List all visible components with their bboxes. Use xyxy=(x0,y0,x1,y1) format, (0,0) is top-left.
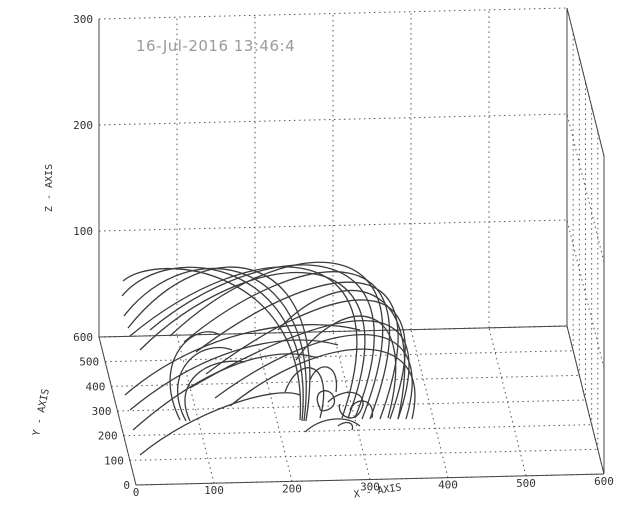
box-edge xyxy=(566,325,605,475)
z-tick-label: 300 xyxy=(73,13,93,26)
timestamp-label: 16-Jul-2016 13:46:4 xyxy=(136,37,295,55)
field-line xyxy=(132,353,319,431)
x-tick-label: 100 xyxy=(204,484,224,497)
floor-gridline xyxy=(117,399,586,412)
floor-gridline xyxy=(123,424,592,437)
y-tick-label: 600 xyxy=(73,331,93,344)
floor-gridline xyxy=(410,329,449,478)
y-axis-title: Y - AXIS xyxy=(31,388,52,437)
field-line xyxy=(122,267,301,421)
sidewall-gridline xyxy=(566,219,605,369)
x-tick-label: 200 xyxy=(282,482,302,495)
field-line xyxy=(121,266,304,422)
backwall-gridline xyxy=(98,219,568,232)
field-line xyxy=(169,331,221,421)
y-tick-label: 200 xyxy=(98,430,118,443)
field-line xyxy=(177,347,233,422)
floor-gridline xyxy=(332,331,371,480)
field-line xyxy=(189,320,410,420)
field-line xyxy=(277,289,406,420)
field-line xyxy=(295,315,397,419)
y-tick-label: 500 xyxy=(79,356,99,369)
box-edge xyxy=(566,7,605,157)
field-line xyxy=(129,266,358,419)
y-tick-label: 100 xyxy=(104,454,124,467)
floor-gridline xyxy=(105,350,574,363)
field-line xyxy=(229,348,416,420)
field-line xyxy=(124,324,361,396)
field-line xyxy=(316,390,336,412)
field-line xyxy=(183,271,391,420)
box-edge xyxy=(98,325,568,338)
z-tick-label: 200 xyxy=(73,119,93,132)
grid-layer xyxy=(98,7,605,486)
field-line xyxy=(284,367,325,419)
floor-gridline xyxy=(176,335,215,484)
field-line xyxy=(349,400,374,419)
z-axis-title: Z - AXIS xyxy=(44,164,55,212)
field-line xyxy=(309,366,338,393)
x-tick-label: 600 xyxy=(594,475,614,488)
field-line xyxy=(195,281,399,420)
field-line xyxy=(127,266,311,422)
x-tick-label: 400 xyxy=(438,479,458,492)
floor-gridline xyxy=(111,374,580,387)
field-line xyxy=(129,339,339,411)
backwall-gridline xyxy=(98,113,568,126)
box-edge xyxy=(98,336,137,486)
tick-labels: 0 100 200 300 400 500 600 0 100 200 300 400 500 600 10… xyxy=(73,13,614,499)
z-tick-label: 100 xyxy=(73,225,93,238)
field-line xyxy=(327,391,364,419)
field-lines xyxy=(121,261,416,456)
box-edges xyxy=(98,7,605,486)
field-line xyxy=(169,261,384,420)
y-tick-label: 0 xyxy=(123,479,130,492)
field-line xyxy=(304,418,361,433)
y-tick-label: 300 xyxy=(92,405,112,418)
field-line xyxy=(139,392,301,456)
field-line xyxy=(337,421,354,431)
box-edge xyxy=(135,473,605,486)
floor-gridline xyxy=(129,448,598,461)
x-tick-label: 0 xyxy=(133,486,140,499)
x-tick-label: 300 xyxy=(360,481,380,494)
sidewall-gridline xyxy=(566,113,605,263)
y-tick-label: 400 xyxy=(85,380,105,393)
x-tick-label: 500 xyxy=(516,477,536,490)
backwall-gridline xyxy=(98,7,568,20)
field-line xyxy=(184,360,246,422)
